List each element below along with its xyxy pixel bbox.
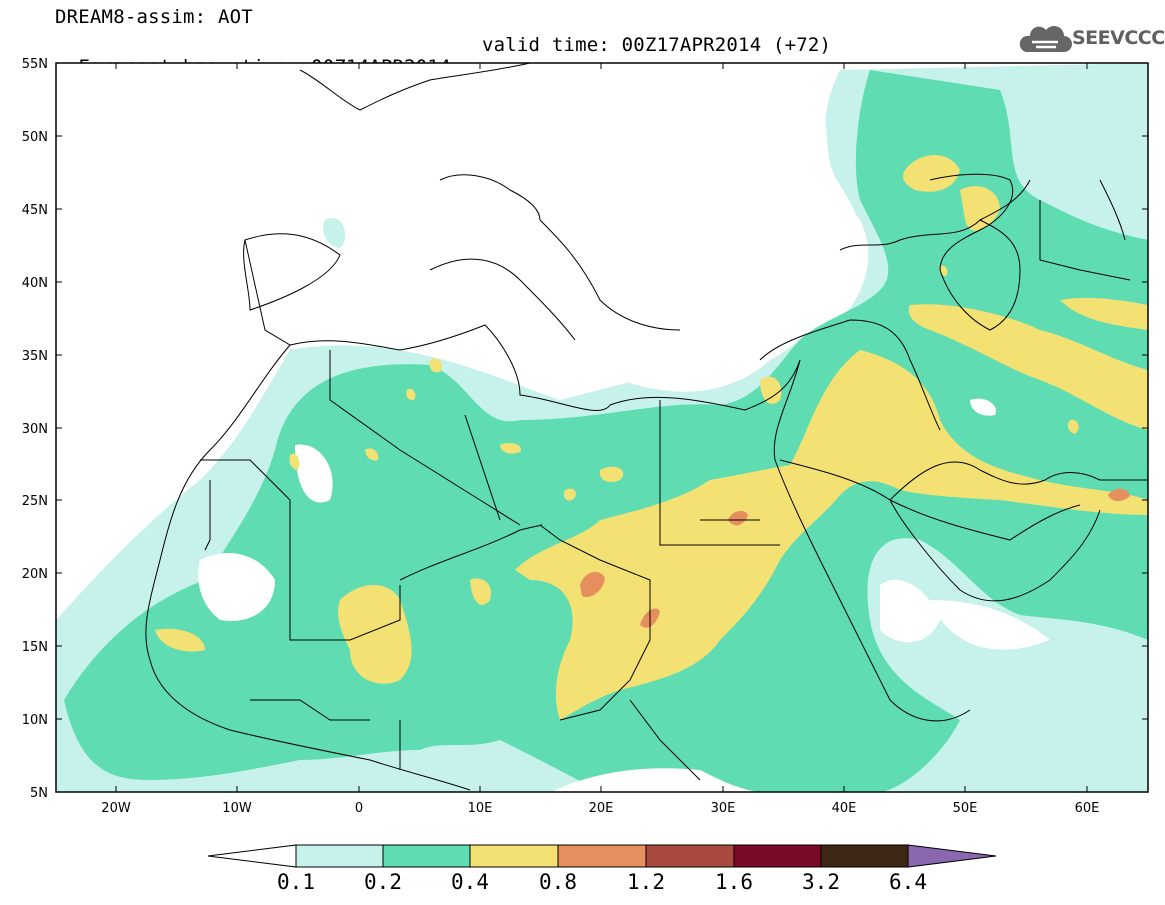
map-title: DREAM8-assim: AOT bbox=[55, 6, 253, 28]
coastlines bbox=[145, 63, 1148, 791]
aot-band-0.2 bbox=[64, 70, 1148, 792]
colorbar-label: 0.1 bbox=[277, 870, 315, 894]
aot-band-low bbox=[198, 63, 1050, 792]
lon-label: 10E bbox=[468, 801, 493, 816]
lat-label: 20N bbox=[22, 567, 48, 582]
lon-label: 20E bbox=[589, 801, 614, 816]
lat-label: 15N bbox=[22, 640, 48, 655]
valid-time: valid time: 00Z17APR2014 (+72) bbox=[482, 34, 832, 56]
colorbar-label: 0.2 bbox=[364, 870, 402, 894]
lon-label: 0 bbox=[355, 801, 363, 816]
longitude-axis: 20W 10W 0 10E 20E 30E 40E 50E 60E bbox=[101, 63, 1099, 816]
colorbar-label: 6.4 bbox=[889, 870, 927, 894]
colorbar-label: 0.4 bbox=[451, 870, 489, 894]
logo-text: SEEVCCC bbox=[1072, 27, 1165, 49]
colorbar-label: 1.2 bbox=[627, 870, 665, 894]
lon-label: 40E bbox=[832, 801, 857, 816]
colorbar-label: 0.8 bbox=[539, 870, 577, 894]
lat-label: 45N bbox=[22, 203, 48, 218]
lat-label: 40N bbox=[22, 276, 48, 291]
lon-label: 50E bbox=[953, 801, 978, 816]
lat-label: 35N bbox=[22, 349, 48, 364]
lat-label: 55N bbox=[22, 57, 48, 72]
lon-label: 30E bbox=[711, 801, 736, 816]
aot-band-0.4 bbox=[155, 155, 1148, 720]
lon-label: 20W bbox=[101, 801, 131, 816]
colorbar-label: 3.2 bbox=[802, 870, 840, 894]
lon-label: 60E bbox=[1075, 801, 1100, 816]
lat-label: 5N bbox=[30, 786, 48, 801]
cloud-icon bbox=[1019, 26, 1072, 52]
lon-label: 10W bbox=[222, 801, 252, 816]
colorbar-label: 1.6 bbox=[715, 870, 753, 894]
lat-label: 50N bbox=[22, 130, 48, 145]
aot-field bbox=[56, 63, 1148, 792]
lat-label: 25N bbox=[22, 494, 48, 509]
latitude-axis: 55N 50N 45N 40N 35N 30N 25N 20N 15N 10N … bbox=[22, 57, 1148, 801]
lat-label: 10N bbox=[22, 713, 48, 728]
seevccc-logo: SEEVCCC bbox=[1018, 24, 1165, 56]
lat-label: 30N bbox=[22, 422, 48, 437]
